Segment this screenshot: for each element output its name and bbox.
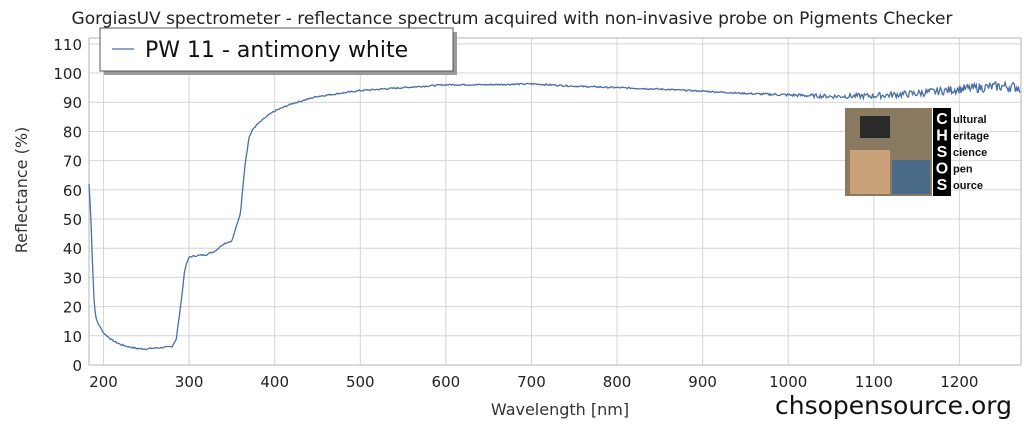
x-tick-label: 900 (688, 373, 717, 391)
logo-photo-detail (850, 150, 890, 194)
x-tick-label: 1000 (769, 373, 807, 391)
x-tick-label: 800 (603, 373, 632, 391)
logo-letter: S (937, 177, 948, 194)
x-tick-label: 400 (260, 373, 289, 391)
logo-photo-checker (892, 160, 930, 194)
x-tick-label: 200 (89, 373, 118, 391)
y-tick-label: 110 (53, 36, 82, 54)
y-tick-label: 40 (63, 240, 82, 258)
x-tick-label: 1100 (855, 373, 893, 391)
y-tick-label: 10 (63, 328, 82, 346)
x-axis-ticks: 200 300 400 500 600 700 800 900 1000 1100 1200 (89, 373, 978, 391)
legend-label: PW 11 - antimony white (145, 38, 408, 63)
logo-letter: H (936, 128, 948, 145)
logo-words: ultural eritage cience pen ource (953, 114, 989, 192)
logo-letter-strip (933, 108, 951, 196)
y-tick-label: 100 (53, 65, 82, 83)
x-tick-label: 300 (175, 373, 204, 391)
x-tick-label: 1200 (940, 373, 978, 391)
logo-photo-device (860, 116, 890, 138)
y-axis-label: Reflectance (%) (12, 127, 31, 254)
x-axis-label: Wavelength [nm] (491, 400, 629, 419)
plot-frame (88, 37, 1022, 366)
y-axis-ticks: 0 10 20 30 40 50 60 70 80 90 100 110 (53, 36, 82, 375)
logo-word: ource (953, 180, 983, 192)
y-tick-label: 50 (63, 211, 82, 229)
y-tick-label: 70 (63, 153, 82, 171)
x-tick-label: 700 (517, 373, 546, 391)
watermark: chsopensource.org (775, 391, 1012, 420)
x-tick-label: 500 (346, 373, 375, 391)
logo-letter: C (936, 111, 948, 128)
x-tick-label: 600 (432, 373, 461, 391)
grid (89, 38, 1021, 366)
y-tick-label: 80 (63, 123, 82, 141)
y-tick-label: 90 (63, 94, 82, 112)
logo-word: cience (953, 147, 987, 159)
logo-letter: O (936, 161, 948, 178)
logo-letter: S (937, 144, 948, 161)
logo-word: ultural (953, 114, 987, 126)
legend-box (99, 27, 454, 72)
chart-title: GorgiasUV spectrometer - reflectance spe… (72, 9, 953, 29)
y-tick-label: 20 (63, 299, 82, 317)
logo-word: pen (953, 164, 973, 176)
y-tick-label: 0 (72, 357, 82, 375)
series-line-pw11 (88, 79, 1021, 351)
y-tick-label: 30 (63, 269, 82, 287)
y-tick-label: 60 (63, 182, 82, 200)
logo-word: eritage (953, 131, 989, 143)
legend: PW 11 - antimony white (99, 27, 457, 75)
